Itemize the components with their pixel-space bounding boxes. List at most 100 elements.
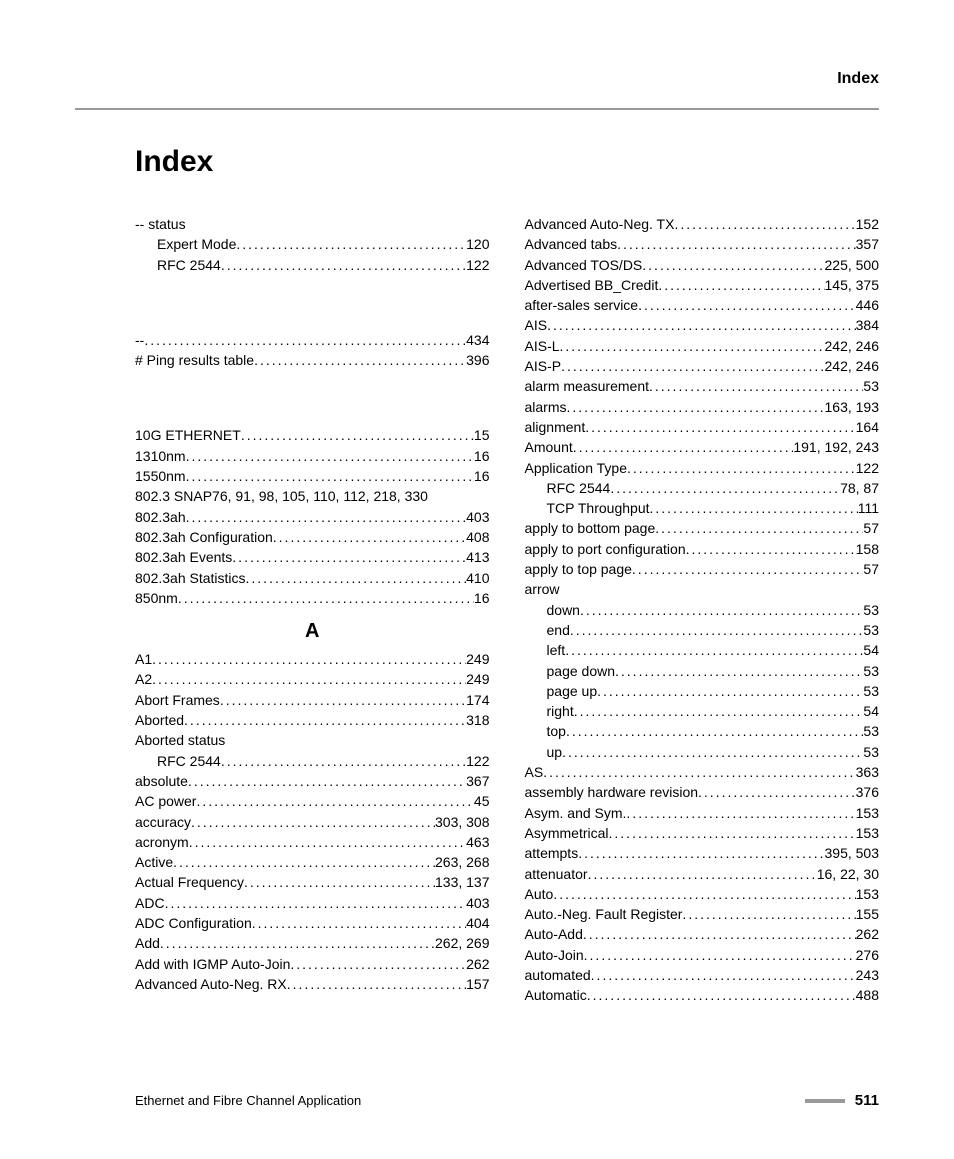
index-entry: alignment...............................…: [525, 417, 880, 437]
index-entry-label: accuracy: [135, 812, 191, 832]
index-entry: RFC 2544................................…: [135, 255, 490, 275]
index-entry-page: 15: [474, 425, 490, 445]
dot-leader: ........................................…: [573, 437, 794, 457]
index-entry: 802.3 SNAP76, 91, 98, 105, 110, 112, 218…: [135, 486, 490, 506]
index-entry-label: acronym: [135, 832, 189, 852]
dot-leader: ........................................…: [186, 446, 474, 466]
dot-leader: ........................................…: [186, 507, 467, 527]
dot-leader: ........................................…: [597, 681, 863, 701]
dot-leader: ........................................…: [236, 234, 466, 254]
index-entry-page: 157: [466, 974, 489, 994]
index-entry: page down...............................…: [525, 661, 880, 681]
index-entry-page: 53: [863, 721, 879, 741]
dot-leader: ........................................…: [566, 721, 863, 741]
index-entry-page: 153: [856, 884, 879, 904]
index-entry: Active..................................…: [135, 852, 490, 872]
index-entry-label: Aborted status: [135, 730, 225, 750]
index-entry-page: 45: [474, 791, 490, 811]
index-entry: top.....................................…: [525, 721, 880, 741]
index-entry: Advertised BB_Credit....................…: [525, 275, 880, 295]
footer-page-number: 511: [855, 1092, 879, 1109]
dot-leader: ........................................…: [682, 904, 855, 924]
index-entry-label: absolute: [135, 771, 188, 791]
index-entry: Auto-Add................................…: [525, 924, 880, 944]
index-entry-label: left: [547, 640, 566, 660]
dot-leader: ........................................…: [567, 397, 825, 417]
dot-leader: ........................................…: [160, 933, 435, 953]
index-entry-label: down: [547, 600, 580, 620]
index-entry: apply to top page.......................…: [525, 559, 880, 579]
index-entry-label: # Ping results table: [135, 350, 254, 370]
index-entry-page: 16: [474, 466, 490, 486]
index-entry-label: alarms: [525, 397, 567, 417]
index-entry-page: 155: [856, 904, 879, 924]
index-entry: after-sales service.....................…: [525, 295, 880, 315]
index-entry-page: 53: [863, 600, 879, 620]
index-entry-label: 1310nm: [135, 446, 186, 466]
index-entry-page: 158: [856, 539, 879, 559]
index-entry: ADC Configuration.......................…: [135, 913, 490, 933]
index-entry: Expert Mode.............................…: [135, 234, 490, 254]
index-entry-label: automated: [525, 965, 591, 985]
index-entry-label: apply to port configuration: [525, 539, 686, 559]
index-entry-page: 243: [856, 965, 879, 985]
dot-leader: ........................................…: [244, 872, 435, 892]
dot-leader: ........................................…: [649, 376, 863, 396]
index-entry: Application Type........................…: [525, 458, 880, 478]
dot-leader: ........................................…: [246, 568, 467, 588]
dot-leader: ........................................…: [615, 661, 863, 681]
index-entry-label: attempts: [525, 843, 579, 863]
index-entry-page: 367: [466, 771, 489, 791]
index-entry: Asym. and Sym...........................…: [525, 803, 880, 823]
dot-leader: ........................................…: [232, 547, 466, 567]
index-entry-label: AIS: [525, 315, 548, 335]
index-entry-page: 54: [863, 701, 879, 721]
index-entry-page: 53: [863, 376, 879, 396]
index-entry-page: 191, 192, 243: [793, 437, 879, 457]
index-entry: arrow: [525, 579, 880, 599]
index-entry: left....................................…: [525, 640, 880, 660]
index-entry-page: 303, 308: [435, 812, 490, 832]
dot-leader: ........................................…: [178, 588, 474, 608]
index-entry: 802.3ah Configuration...................…: [135, 527, 490, 547]
index-entry-page: 363: [856, 762, 879, 782]
header-divider: [75, 108, 879, 110]
index-entry: AIS.....................................…: [525, 315, 880, 335]
index-entry-page: 384: [856, 315, 879, 335]
index-entry-label: apply to top page: [525, 559, 632, 579]
dot-leader: ........................................…: [570, 620, 864, 640]
index-entry-page: 53: [863, 661, 879, 681]
index-entry: accuracy................................…: [135, 812, 490, 832]
index-entry-label: A2: [135, 669, 152, 689]
index-entry-label: Auto-Add: [525, 924, 583, 944]
index-entry-label: -- status: [135, 214, 186, 234]
index-entry-page: 16, 22, 30: [817, 864, 879, 884]
dot-leader: ........................................…: [627, 458, 856, 478]
index-entry-page: 249: [466, 649, 489, 669]
index-columns: -- statusExpert Mode....................…: [75, 214, 879, 1006]
index-entry-label: alignment: [525, 417, 586, 437]
dot-leader: ........................................…: [561, 356, 824, 376]
dot-leader: ........................................…: [587, 985, 856, 1005]
dot-leader: ........................................…: [609, 823, 856, 843]
index-entry: Amount..................................…: [525, 437, 880, 457]
index-entry-page: 53: [863, 620, 879, 640]
index-heading: Index: [75, 145, 879, 179]
dot-leader: ........................................…: [580, 600, 863, 620]
index-entry: Advanced tabs...........................…: [525, 234, 880, 254]
index-entry: attenuator..............................…: [525, 864, 880, 884]
index-entry-label: right: [547, 701, 574, 721]
index-entry: 1550nm..................................…: [135, 466, 490, 486]
index-entry-label: Asymmetrical: [525, 823, 609, 843]
index-entry-label: 10G ETHERNET: [135, 425, 241, 445]
dot-leader: ........................................…: [553, 884, 855, 904]
index-entry-page: 408: [466, 527, 489, 547]
dot-leader: ........................................…: [686, 539, 856, 559]
index-entry-label: Amount: [525, 437, 573, 457]
dot-leader: ........................................…: [144, 330, 466, 350]
index-entry-label: Advanced tabs: [525, 234, 618, 254]
index-entry-page: 133, 137: [435, 872, 490, 892]
index-entry: Abort Frames............................…: [135, 690, 490, 710]
index-entry-label: top: [547, 721, 566, 741]
index-entry: Asymmetrical............................…: [525, 823, 880, 843]
